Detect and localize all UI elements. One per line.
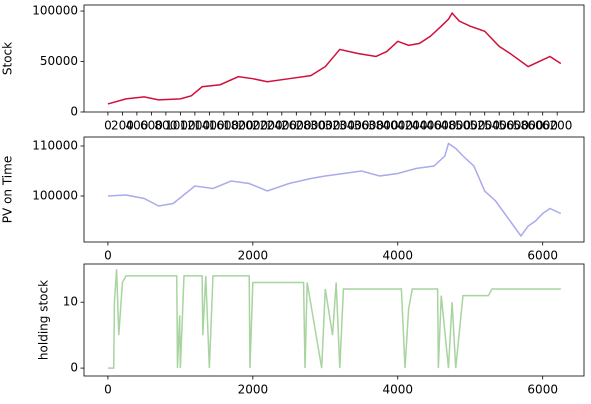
axes-frame [83,136,585,243]
y-tick-label: 100000 [32,4,78,18]
x-tick-label: 2000 [238,383,269,397]
line-series [107,142,562,238]
x-tick-label: 4000 [382,249,413,263]
y-tick-label: 0 [70,361,78,375]
x-tick-label: 5800 [513,119,544,133]
x-tick-label: 3400 [339,119,370,133]
y-axis-label: holding stock [37,280,51,360]
x-tick-label: 4200 [397,119,428,133]
y-tick-label: 50000 [40,54,78,68]
x-tick-label: 5200 [469,119,500,133]
x-tick-label: 2000 [238,119,269,133]
x-tick-label: 2600 [281,119,312,133]
x-tick-label: 1600 [209,119,240,133]
axes-frame [83,263,585,377]
y-tick-label: 110000 [32,139,78,153]
y-tick-label: 100000 [32,189,78,203]
x-tick-label: 6000 [527,119,558,133]
x-tick-label: 1000 [165,119,196,133]
x-tick-label: 200 [111,119,134,133]
x-tick-label: 2000 [238,249,269,263]
x-tick-label: 600 [140,119,163,133]
y-tick-label: 10 [63,295,78,309]
x-tick-label: 2200 [252,119,283,133]
x-tick-label: 5400 [484,119,515,133]
x-tick-label: 5000 [455,119,486,133]
x-tick-label: 400 [125,119,148,133]
x-tick-label: 4000 [382,119,413,133]
x-tick-label: 3600 [354,119,385,133]
y-axis-label: PV on Time [1,156,15,223]
y-axis-label: Stock [1,42,15,75]
x-tick-label: 1800 [223,119,254,133]
x-tick-label: 4000 [382,383,413,397]
x-tick-label: 2400 [267,119,298,133]
x-tick-label: 6200 [542,119,573,133]
x-tick-label: 3800 [368,119,399,133]
x-tick-label: 6000 [527,249,558,263]
x-tick-label: 1200 [180,119,211,133]
x-tick-label: 3200 [325,119,356,133]
x-tick-label: 0 [104,249,112,263]
x-tick-label: 5600 [498,119,529,133]
x-tick-label: 0 [104,119,112,133]
x-tick-label: 1400 [194,119,225,133]
axes-frame [83,4,585,113]
x-tick-label: 4400 [411,119,442,133]
x-tick-label: 3000 [310,119,341,133]
x-tick-label: 800 [154,119,177,133]
y-tick-label: 0 [70,105,78,119]
x-tick-label: 2800 [296,119,327,133]
line-series [107,269,561,369]
x-tick-label: 4800 [440,119,471,133]
x-tick-label: 6000 [527,383,558,397]
x-tick-label: 0 [104,383,112,397]
x-tick-label: 4600 [426,119,457,133]
line-series [107,11,562,105]
